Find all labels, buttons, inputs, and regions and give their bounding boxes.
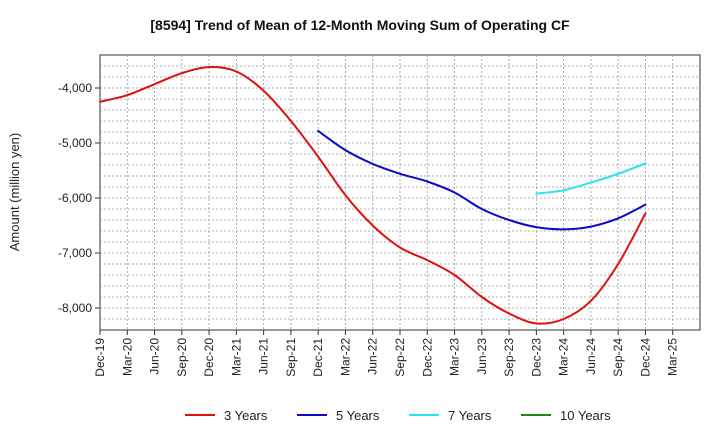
grid-layer [100, 55, 700, 330]
x-tick-label: Sep-22 [393, 338, 407, 377]
x-tick-label: Mar-24 [557, 338, 571, 376]
x-tick-label: Dec-20 [202, 338, 216, 377]
y-axis-title: Amount (million yen) [7, 133, 22, 252]
x-tick-label: Mar-22 [338, 338, 352, 376]
chart-title: [8594] Trend of Mean of 12-Month Moving … [150, 17, 570, 33]
legend-label-10-years: 10 Years [560, 408, 611, 423]
x-tick-label: Dec-24 [638, 338, 652, 377]
x-tick-label: Jun-23 [475, 338, 489, 375]
y-tick-label: -7,000 [58, 246, 92, 260]
x-tick-label: Jun-22 [366, 338, 380, 375]
x-tick-label: Mar-21 [229, 338, 243, 376]
axis-layer: -4,000 -5,000 -6,000 -7,000 -8,000 Dec-19 Mar-… [58, 81, 680, 377]
series-line-5-years [317, 129, 647, 231]
x-tick-label: Dec-19 [93, 338, 107, 377]
y-tick-label: -4,000 [58, 81, 92, 95]
x-tick-label: Mar-20 [120, 338, 134, 376]
x-tick-label: Mar-23 [448, 338, 462, 376]
legend-label-7-years: 7 Years [448, 408, 492, 423]
legend-label-5-years: 5 Years [336, 408, 380, 423]
y-tick-label: -8,000 [58, 301, 92, 315]
x-tick-label: Jun-20 [148, 338, 162, 375]
y-tick-label: -6,000 [58, 191, 92, 205]
x-tick-label: Mar-25 [666, 338, 680, 376]
x-tick-label: Jun-21 [257, 338, 271, 375]
series-line-3-years [99, 66, 647, 325]
y-tick-label: -5,000 [58, 136, 92, 150]
x-tick-label: Dec-22 [420, 338, 434, 377]
legend-label-3-years: 3 Years [224, 408, 268, 423]
x-tick-label: Dec-23 [529, 338, 543, 377]
x-tick-label: Sep-21 [284, 338, 298, 377]
x-tick-label: Sep-20 [175, 338, 189, 377]
x-tick-label: Jun-24 [584, 338, 598, 375]
x-tick-label: Dec-21 [311, 338, 325, 377]
legend: 3 Years 5 Years 7 Years 10 Years [185, 408, 611, 423]
x-tick-label: Sep-23 [502, 338, 516, 377]
series-line-7-years [535, 162, 647, 195]
x-tick-label: Sep-24 [611, 338, 625, 377]
series-layer [99, 66, 647, 325]
